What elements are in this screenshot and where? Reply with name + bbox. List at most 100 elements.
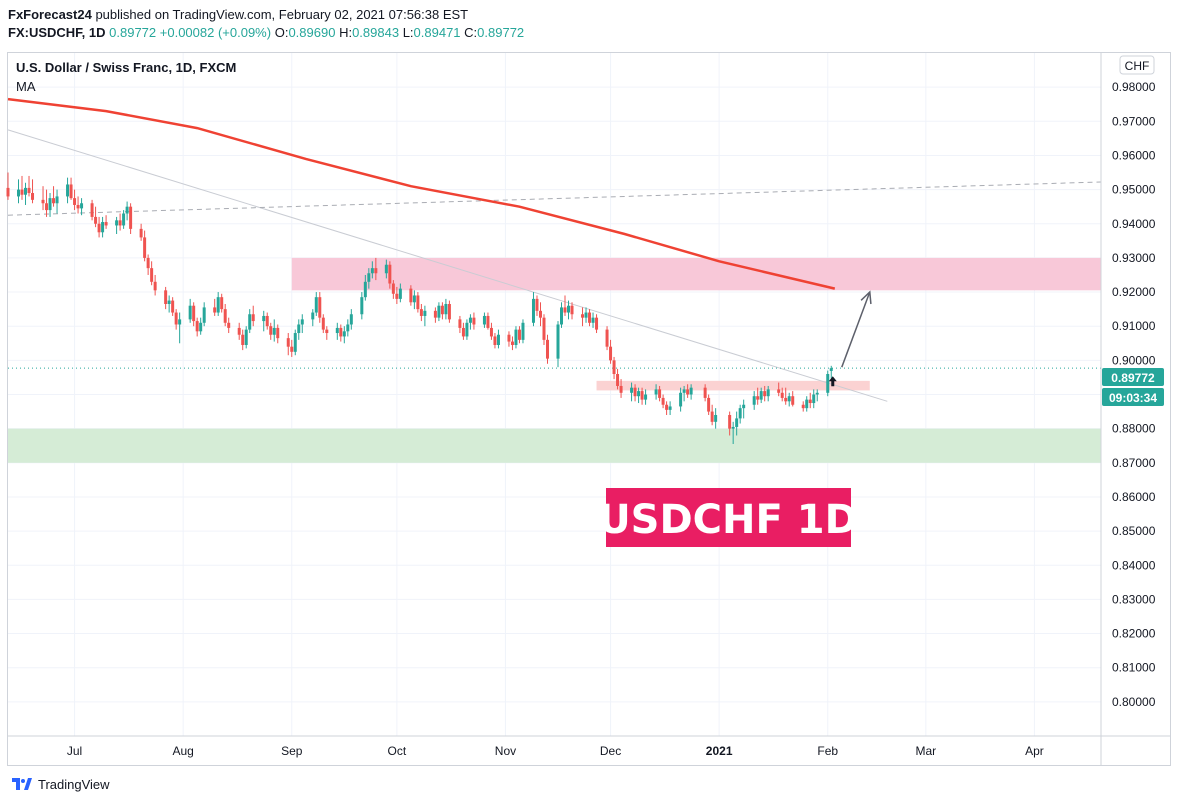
candle-body <box>560 307 564 325</box>
high-value: 0.89843 <box>352 25 400 40</box>
candle-body <box>545 339 549 359</box>
candle <box>588 309 592 327</box>
candle-body <box>73 198 77 205</box>
currency-label: CHF <box>1125 59 1150 73</box>
candle <box>174 309 178 330</box>
candle-body <box>514 329 518 345</box>
candle <box>812 389 816 409</box>
y-tick-label: 0.97000 <box>1112 114 1156 128</box>
candle <box>633 384 637 402</box>
candle <box>714 408 718 429</box>
candle <box>791 391 795 407</box>
candle <box>388 261 392 289</box>
candle <box>609 339 613 364</box>
candle <box>780 387 784 402</box>
candle-body <box>640 391 644 400</box>
y-tick-label: 0.86000 <box>1112 490 1156 504</box>
candle-body <box>241 334 245 345</box>
candle-body <box>570 305 574 315</box>
y-tick-label: 0.90000 <box>1112 353 1156 367</box>
candle-body <box>20 189 24 195</box>
candle <box>335 322 339 340</box>
candle <box>658 385 662 402</box>
publish-info: FxForecast24 published on TradingView.co… <box>8 7 468 22</box>
chart-frame <box>7 52 1171 766</box>
candle-body <box>517 329 521 340</box>
candle-body <box>265 315 269 327</box>
x-tick-label: Sep <box>281 744 303 758</box>
candle-body <box>272 327 276 335</box>
candle-body <box>286 338 290 347</box>
candle-body <box>290 346 294 352</box>
candle <box>311 309 315 327</box>
candle-body <box>496 334 500 345</box>
candle-body <box>395 293 399 299</box>
candle-body <box>192 305 196 322</box>
open-label: O: <box>274 25 289 40</box>
candle-body <box>766 389 770 397</box>
candle-body <box>791 396 795 405</box>
candle-body <box>227 322 231 328</box>
candle <box>24 182 28 205</box>
candle-body <box>115 220 119 226</box>
candle <box>759 387 763 404</box>
candle <box>458 315 462 334</box>
candle <box>461 322 465 340</box>
currency-button[interactable]: CHF <box>1119 55 1155 75</box>
candle-body <box>244 329 248 345</box>
candle <box>220 293 224 313</box>
candle-body <box>619 385 623 393</box>
candle-body <box>314 297 318 313</box>
candle-body <box>563 307 567 313</box>
candle <box>735 411 739 436</box>
candle <box>66 177 70 204</box>
candle <box>237 322 241 340</box>
chart-badge: USDCHF 1D <box>598 488 858 547</box>
candle <box>482 312 486 328</box>
candle <box>276 324 280 344</box>
candle <box>581 307 585 327</box>
candle-body <box>472 317 476 325</box>
candle <box>164 286 168 310</box>
candle <box>192 302 196 327</box>
candle-body <box>171 300 175 313</box>
low-value: 0.89471 <box>413 25 461 40</box>
candle-body <box>433 310 437 318</box>
candle-body <box>482 315 486 325</box>
candle <box>262 310 266 332</box>
candle <box>213 298 217 316</box>
candle-body <box>370 268 374 274</box>
candle <box>556 321 560 368</box>
candle <box>412 290 416 310</box>
candle <box>167 295 171 313</box>
tradingview-logo-icon[interactable] <box>12 777 32 792</box>
x-tick-label: Mar <box>916 744 937 758</box>
candle-body <box>665 404 669 410</box>
brand-name[interactable]: TradingView <box>38 777 110 792</box>
publisher-name[interactable]: FxForecast24 <box>8 7 92 22</box>
candle-body <box>808 399 812 404</box>
candle-body <box>805 399 809 409</box>
candle <box>265 312 269 330</box>
candle <box>286 333 290 356</box>
candle-body <box>339 327 343 337</box>
candle-body <box>412 295 416 303</box>
x-tick-label: Aug <box>172 744 193 758</box>
candle <box>188 298 192 323</box>
y-tick-label: 0.80000 <box>1112 695 1156 709</box>
candle <box>216 292 220 316</box>
candle-body <box>440 305 444 315</box>
candle <box>293 329 297 356</box>
candle-body <box>510 341 514 345</box>
candle <box>731 421 735 445</box>
y-tick-label: 0.81000 <box>1112 661 1156 675</box>
candle-body <box>801 404 805 409</box>
candle-body <box>195 321 199 332</box>
candle <box>69 177 73 200</box>
candle-body <box>409 288 413 303</box>
candle <box>94 206 98 228</box>
candle <box>640 387 644 405</box>
candle <box>227 317 231 334</box>
indicator-label[interactable]: MA <box>16 79 36 94</box>
